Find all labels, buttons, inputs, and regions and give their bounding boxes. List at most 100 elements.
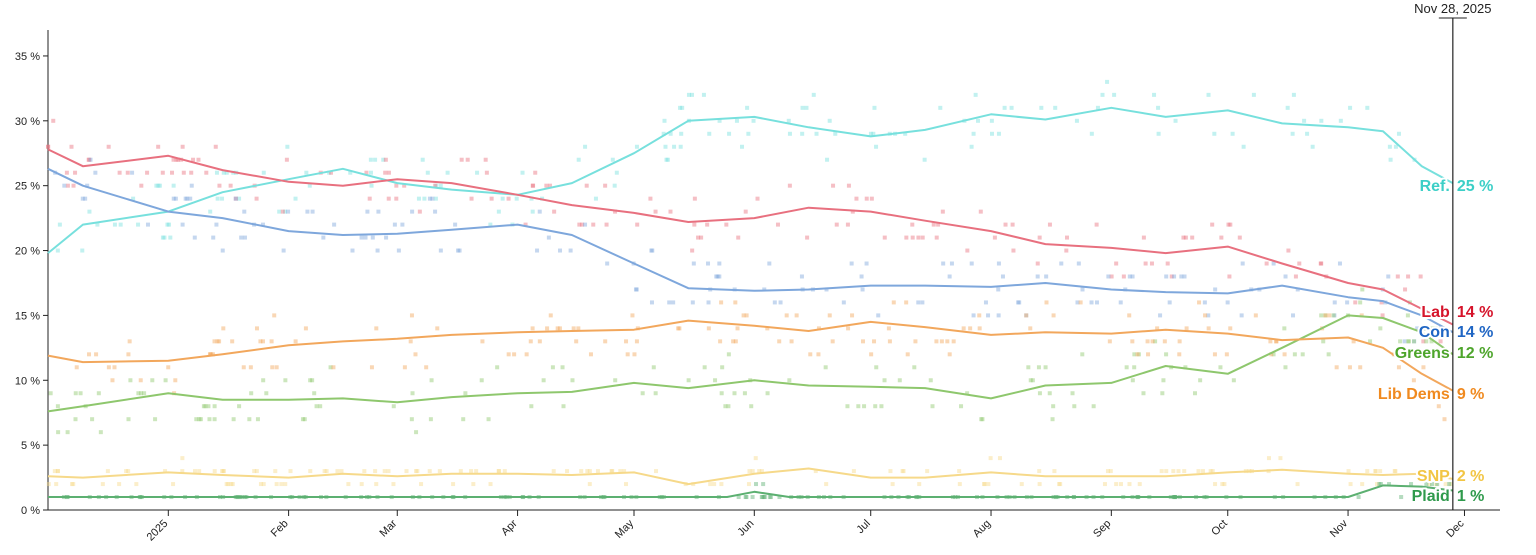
poll-dot (1044, 300, 1049, 305)
poll-dot (1438, 339, 1443, 344)
poll-dot (630, 313, 635, 318)
poll-dot (206, 404, 211, 409)
poll-dot (215, 339, 220, 344)
poll-dot (437, 469, 442, 474)
date-cursor-label: Nov 28, 2025 (1414, 1, 1491, 16)
poll-dot (576, 326, 581, 331)
poll-dot (1429, 339, 1434, 344)
poll-dot (1030, 378, 1035, 383)
poll-dot (632, 352, 637, 357)
poll-dot (1222, 482, 1227, 487)
poll-dot (719, 300, 724, 305)
poll-dot (618, 469, 623, 474)
poll-dot (71, 482, 76, 487)
party-value-halo: 1 % (1457, 488, 1485, 505)
poll-dot (1396, 365, 1401, 370)
poll-dot (475, 170, 480, 175)
poll-dot (1150, 339, 1155, 344)
poll-dot (1269, 352, 1274, 357)
y-tick-label: 5 % (21, 440, 40, 452)
poll-dot (723, 404, 728, 409)
poll-dot (185, 196, 190, 201)
poll-dot (941, 261, 946, 266)
poll-dot (1052, 469, 1057, 474)
poll-dot (861, 339, 866, 344)
poll-dot (973, 92, 978, 97)
poll-dot (1028, 378, 1033, 383)
poll-dot (1433, 326, 1438, 331)
poll-dot (1266, 456, 1271, 461)
poll-dot (310, 378, 315, 383)
poll-dot (1171, 469, 1176, 474)
poll-dot (332, 222, 337, 227)
poll-dot (1019, 482, 1024, 487)
poll-dot (500, 196, 505, 201)
poll-dot (427, 196, 432, 201)
poll-dot (279, 482, 284, 487)
poll-dot (1037, 469, 1042, 474)
poll-dot (1365, 469, 1370, 474)
poll-dot (1208, 469, 1213, 474)
poll-dot (139, 183, 144, 188)
poll-dot (1251, 92, 1256, 97)
poll-dot (584, 183, 589, 188)
poll-dot (117, 482, 122, 487)
poll-dot (364, 170, 369, 175)
poll-dot (874, 144, 879, 149)
trend-line-lab (47, 148, 1454, 326)
poll-dot (912, 365, 917, 370)
party-name-halo: Lib Dems (1378, 386, 1450, 403)
poll-dot (691, 261, 696, 266)
poll-dot (533, 170, 538, 175)
poll-dot (422, 196, 427, 201)
poll-dot (171, 482, 176, 487)
poll-dot (402, 365, 407, 370)
poll-dot (702, 365, 707, 370)
poll-dot (221, 469, 226, 474)
poll-dot (1396, 131, 1401, 136)
poll-dot (1295, 287, 1300, 292)
poll-dot (706, 300, 711, 305)
poll-dot (696, 235, 701, 240)
poll-dot (1213, 482, 1218, 487)
poll-dot (433, 196, 438, 201)
poll-dot (1011, 248, 1016, 253)
poll-dot (117, 170, 122, 175)
poll-dot (992, 235, 997, 240)
poll-dot (1035, 261, 1040, 266)
poll-dot (381, 157, 386, 162)
poll-dot (136, 391, 141, 396)
poll-dot (348, 170, 353, 175)
poll-dot (846, 183, 851, 188)
poll-dot (1114, 261, 1119, 266)
poll-dot (565, 469, 570, 474)
poll-dot (1225, 300, 1230, 305)
poll-dot (283, 482, 288, 487)
party-name: Greens (1395, 345, 1450, 362)
poll-dot (264, 391, 269, 396)
poll-dot (1292, 352, 1297, 357)
poll-dot (249, 391, 254, 396)
poll-dot (1158, 313, 1163, 318)
poll-dot (1094, 300, 1099, 305)
poll-dot (634, 287, 639, 292)
poll-dot (131, 196, 136, 201)
poll-dot (1291, 92, 1296, 97)
poll-dot (1127, 482, 1132, 487)
poll-dot (1089, 131, 1094, 136)
poll-dot (701, 92, 706, 97)
poll-dot (983, 300, 988, 305)
poll-dot (64, 170, 69, 175)
poll-dot (138, 378, 143, 383)
poll-dot (846, 326, 851, 331)
poll-dot (649, 248, 654, 253)
poll-dot (1402, 339, 1407, 344)
poll-dot (640, 391, 645, 396)
poll-dot (579, 469, 584, 474)
poll-dot (1177, 352, 1182, 357)
poll-dot (1286, 248, 1291, 253)
poll-dot (1167, 300, 1172, 305)
poll-dot (603, 183, 608, 188)
